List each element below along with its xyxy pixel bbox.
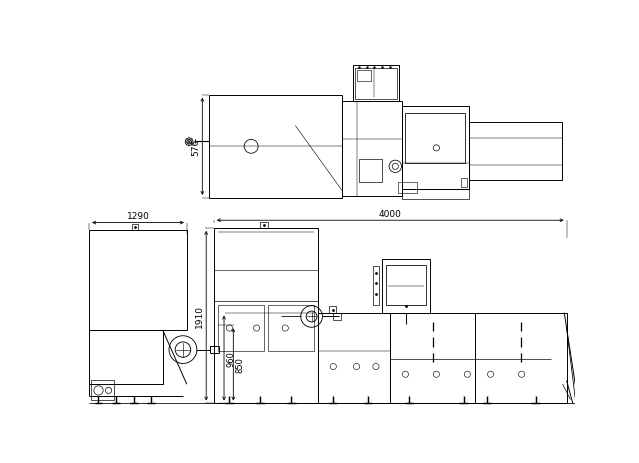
Text: 1910: 1910 bbox=[195, 305, 204, 327]
Bar bbox=[261, 222, 268, 228]
Bar bbox=[89, 331, 163, 384]
Bar bbox=[401, 106, 469, 190]
Text: 576: 576 bbox=[191, 138, 200, 156]
Bar bbox=[382, 259, 430, 313]
Text: 960: 960 bbox=[226, 350, 235, 366]
Bar bbox=[401, 190, 469, 199]
Bar bbox=[469, 123, 562, 181]
Bar bbox=[461, 179, 467, 188]
Bar bbox=[405, 114, 465, 164]
Bar bbox=[397, 182, 417, 194]
Bar bbox=[386, 265, 426, 305]
Bar bbox=[357, 71, 371, 81]
Bar bbox=[132, 225, 138, 231]
Bar bbox=[355, 69, 397, 100]
Bar bbox=[353, 66, 399, 102]
Bar bbox=[318, 313, 390, 404]
Bar bbox=[268, 305, 314, 351]
Bar bbox=[390, 313, 567, 404]
Bar bbox=[373, 267, 379, 305]
Bar bbox=[359, 159, 382, 182]
Text: 1290: 1290 bbox=[127, 212, 150, 221]
Bar bbox=[334, 313, 341, 321]
Bar bbox=[342, 102, 401, 197]
Bar bbox=[214, 228, 318, 404]
Bar bbox=[89, 231, 187, 331]
Bar bbox=[208, 95, 342, 199]
Text: 850: 850 bbox=[236, 357, 245, 373]
Bar bbox=[91, 381, 114, 400]
Bar bbox=[218, 305, 263, 351]
Text: 4000: 4000 bbox=[379, 209, 402, 219]
Bar bbox=[330, 307, 335, 313]
